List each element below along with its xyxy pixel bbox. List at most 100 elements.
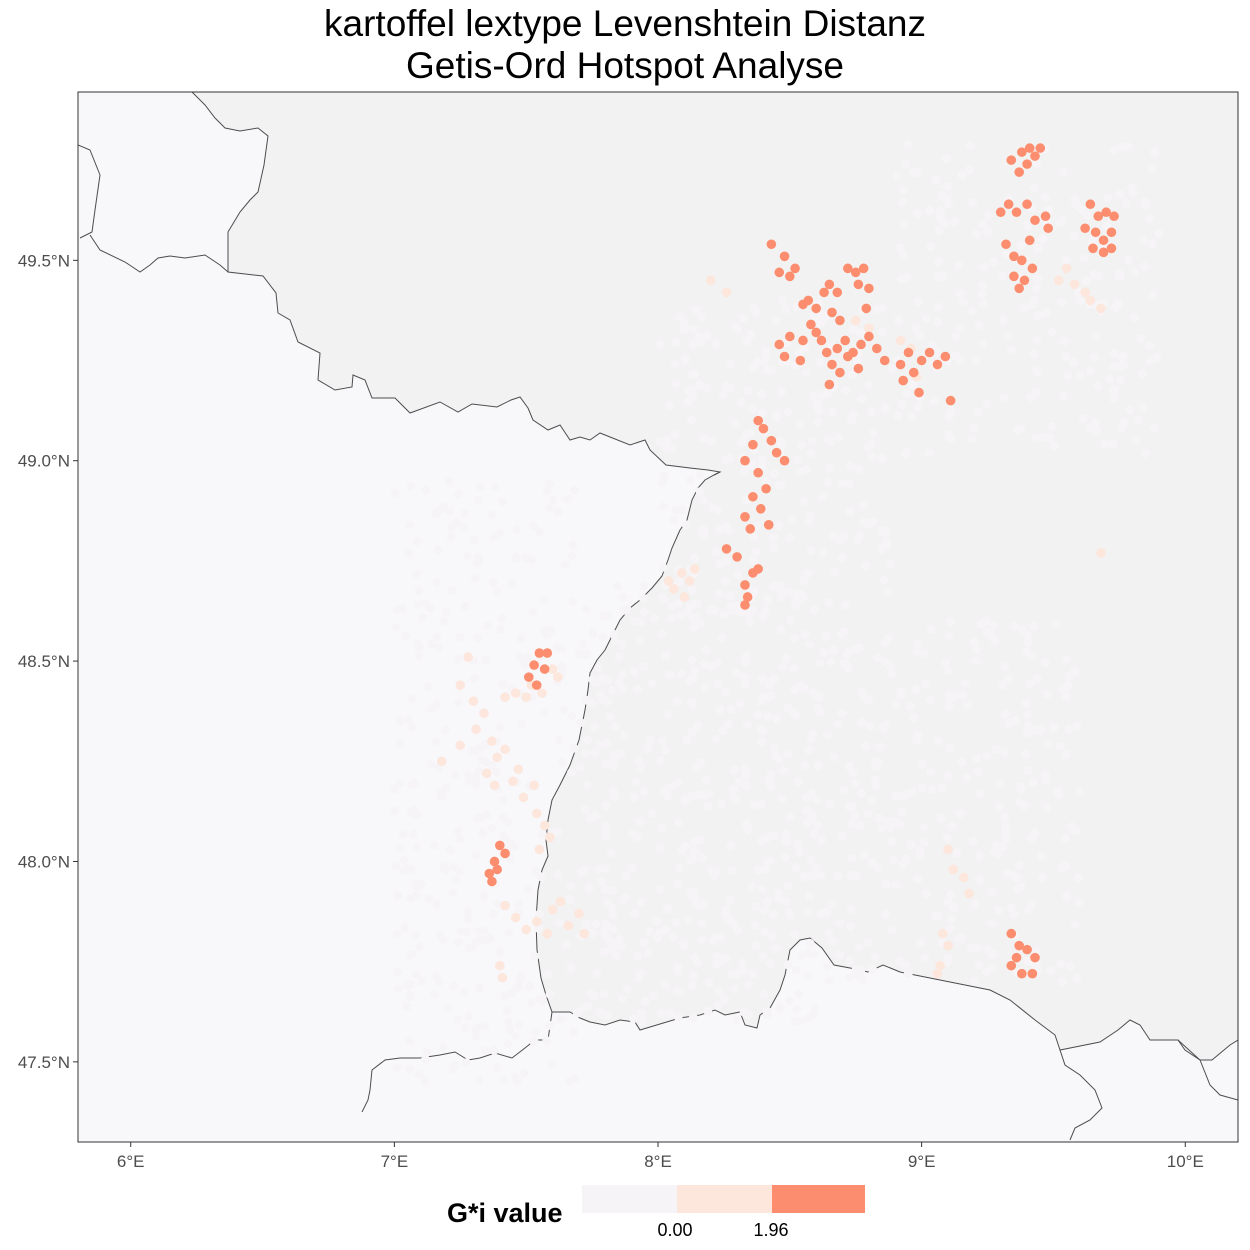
significant-point bbox=[940, 351, 951, 362]
survey-point bbox=[665, 670, 675, 680]
significant-point bbox=[879, 355, 890, 366]
survey-point bbox=[582, 780, 592, 790]
survey-point bbox=[692, 720, 702, 730]
survey-point bbox=[497, 613, 507, 623]
survey-point bbox=[630, 908, 640, 918]
elevated-point bbox=[479, 708, 489, 718]
survey-point bbox=[955, 288, 965, 298]
survey-point bbox=[1130, 267, 1140, 277]
survey-point bbox=[766, 781, 776, 791]
survey-point bbox=[585, 813, 595, 823]
survey-point bbox=[947, 914, 957, 924]
survey-point bbox=[783, 407, 793, 417]
significant-point bbox=[1024, 235, 1035, 246]
survey-point bbox=[844, 479, 854, 489]
elevated-point bbox=[513, 764, 524, 775]
elevated-point bbox=[500, 744, 510, 755]
survey-point bbox=[445, 845, 455, 855]
elevated-point bbox=[510, 688, 521, 698]
survey-point bbox=[1042, 803, 1052, 813]
survey-point bbox=[725, 895, 735, 905]
survey-point bbox=[459, 987, 469, 997]
survey-point bbox=[397, 604, 407, 614]
survey-point bbox=[1002, 331, 1012, 341]
survey-point bbox=[511, 551, 521, 561]
survey-point bbox=[585, 988, 595, 998]
survey-point bbox=[603, 676, 613, 686]
survey-point bbox=[804, 745, 814, 755]
elevated-point bbox=[1080, 287, 1090, 298]
significant-point bbox=[732, 552, 742, 562]
survey-point bbox=[420, 1075, 430, 1085]
significant-point bbox=[774, 267, 785, 278]
significant-point bbox=[824, 279, 835, 290]
survey-point bbox=[546, 1059, 556, 1069]
survey-point bbox=[779, 766, 789, 776]
survey-point bbox=[768, 931, 778, 941]
survey-point bbox=[655, 928, 665, 938]
survey-point bbox=[485, 933, 495, 943]
survey-point bbox=[972, 407, 982, 417]
elevated-point bbox=[932, 968, 943, 979]
significant-point bbox=[1022, 944, 1032, 955]
survey-point bbox=[715, 705, 725, 715]
survey-point bbox=[487, 823, 497, 833]
survey-point bbox=[1115, 361, 1125, 371]
survey-point bbox=[751, 902, 761, 912]
survey-point bbox=[636, 1008, 646, 1018]
survey-point bbox=[726, 969, 736, 979]
survey-point bbox=[420, 1054, 430, 1064]
survey-point bbox=[971, 355, 981, 365]
survey-point bbox=[1055, 741, 1065, 751]
survey-point bbox=[1026, 392, 1036, 402]
survey-point bbox=[449, 981, 459, 991]
survey-point bbox=[516, 719, 526, 729]
survey-point bbox=[897, 197, 907, 207]
survey-point bbox=[537, 829, 547, 839]
survey-point bbox=[978, 219, 988, 229]
survey-point bbox=[737, 437, 747, 447]
survey-point bbox=[544, 628, 554, 638]
survey-point bbox=[1058, 977, 1068, 987]
survey-point bbox=[824, 928, 834, 938]
survey-point bbox=[530, 866, 540, 876]
survey-point bbox=[780, 304, 790, 314]
elevated-point bbox=[521, 692, 531, 702]
survey-point bbox=[618, 640, 628, 650]
elevated-point bbox=[539, 820, 550, 831]
survey-point bbox=[769, 909, 779, 919]
survey-point bbox=[433, 545, 443, 555]
survey-point bbox=[751, 941, 761, 951]
survey-point bbox=[1033, 310, 1043, 320]
survey-point bbox=[828, 936, 838, 946]
survey-point bbox=[695, 380, 705, 390]
survey-point bbox=[805, 872, 815, 882]
survey-point bbox=[726, 603, 736, 613]
survey-point bbox=[1060, 750, 1070, 760]
survey-point bbox=[776, 1003, 786, 1013]
significant-point bbox=[811, 303, 821, 314]
survey-point bbox=[798, 592, 808, 602]
survey-point bbox=[639, 581, 649, 591]
survey-point bbox=[690, 846, 700, 856]
survey-point bbox=[705, 605, 715, 615]
survey-point bbox=[809, 949, 819, 959]
survey-point bbox=[432, 578, 442, 588]
survey-point bbox=[622, 984, 632, 994]
significant-point bbox=[1085, 199, 1096, 210]
survey-point bbox=[474, 556, 484, 566]
survey-point bbox=[467, 942, 477, 952]
survey-point bbox=[878, 327, 888, 337]
survey-point bbox=[986, 630, 996, 640]
survey-point bbox=[1148, 290, 1158, 300]
survey-point bbox=[629, 792, 639, 802]
significant-point bbox=[824, 379, 835, 390]
survey-point bbox=[800, 629, 810, 639]
survey-point bbox=[427, 704, 437, 714]
survey-point bbox=[749, 532, 759, 542]
survey-point bbox=[689, 614, 699, 624]
survey-point bbox=[590, 748, 600, 758]
survey-point bbox=[774, 521, 784, 531]
survey-point bbox=[523, 885, 533, 895]
survey-point bbox=[392, 1063, 402, 1073]
